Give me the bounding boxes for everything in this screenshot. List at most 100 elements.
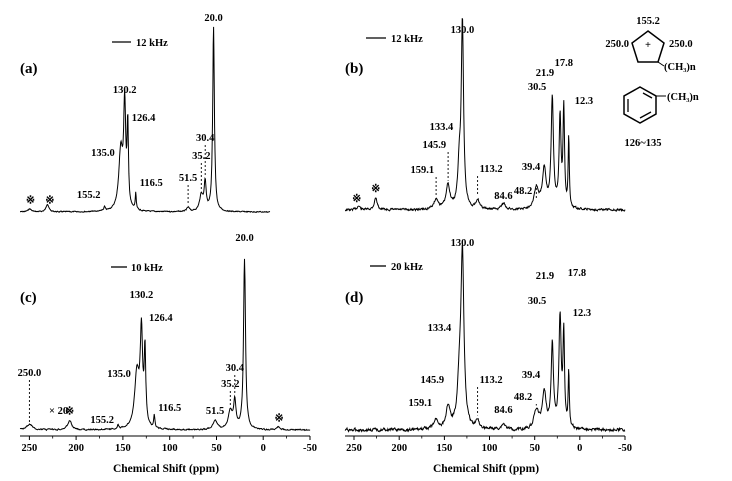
panel-label: (c) <box>20 290 37 306</box>
peak-label: 145.9 <box>420 375 444 386</box>
panel-d: (d) 20 kHz 159.1 145.9 133.4 130.0 113.2 84.6… <box>344 238 632 475</box>
aromatic-shift-range: 126~135 <box>625 138 662 149</box>
peak-label: 113.2 <box>480 164 503 175</box>
panel-label: (d) <box>345 290 363 306</box>
peak-label: 116.5 <box>140 178 163 189</box>
spinning-sideband-marker: ※ <box>274 413 283 425</box>
substituent-bond <box>657 61 665 67</box>
peak-label: 21.9 <box>536 271 554 282</box>
peak-label: 159.1 <box>410 165 434 176</box>
peak-label: 133.4 <box>428 323 452 334</box>
peak-label: 20.0 <box>204 13 222 24</box>
peak-annotations: 155.2 135.0 130.2 126.4 116.5 51.5 35.2 30.4 20.… <box>26 13 223 206</box>
panel-c: (c) 10 kHz × 20 250.0 155.2 135.0 130.2 126.… <box>18 233 317 475</box>
x-tick-label: 200 <box>68 443 84 454</box>
cyclopentenyl-cation-structure: 155.2 250.0 250.0 + (CH₃)n <box>605 16 696 73</box>
peak-annotations: 250.0 155.2 135.0 130.2 126.4 116.5 51.5 35.2 30… <box>18 233 284 426</box>
x-tick-label: 150 <box>115 443 131 454</box>
peak-label: 135.0 <box>107 369 131 380</box>
spectrum-trace <box>20 26 271 214</box>
methylbenzene-structure: (CH₃)n 126~135 <box>623 86 699 149</box>
peak-label: 48.2 <box>514 186 532 197</box>
peak-label: 130.2 <box>113 85 137 96</box>
peak-label: 145.9 <box>422 140 446 151</box>
cation-left-shift: 250.0 <box>605 39 629 50</box>
peak-label: 250.0 <box>18 368 42 379</box>
peak-label: 126.4 <box>149 313 173 324</box>
double-bond <box>642 92 653 99</box>
peak-label: 35.2 <box>221 379 239 390</box>
spinning-sideband-marker: ※ <box>45 194 54 206</box>
peak-label: 84.6 <box>494 405 512 416</box>
x-tick-label: -50 <box>618 443 632 454</box>
x-tick-label: 50 <box>529 443 540 454</box>
spinning-sideband-marker: ※ <box>65 406 74 418</box>
aromatic-substituent: (CH₃)n <box>667 92 699 103</box>
cation-top-shift: 155.2 <box>636 16 660 27</box>
peak-label: 21.9 <box>536 68 554 79</box>
peak-label: 155.2 <box>77 190 101 201</box>
magnification-label: × 20 <box>49 406 68 417</box>
spinning-sideband-marker: ※ <box>371 183 380 195</box>
x-axis: 250 200 150 100 50 0 -50 <box>20 435 317 454</box>
peak-label: 116.5 <box>158 403 181 414</box>
peak-label: 12.3 <box>573 308 591 319</box>
peak-label: 30.5 <box>528 296 546 307</box>
peak-label: 113.2 <box>480 375 503 386</box>
peak-label: 17.8 <box>555 58 573 69</box>
peak-label: 51.5 <box>206 406 224 417</box>
peak-label: 48.2 <box>514 392 532 403</box>
peak-label: 30.4 <box>226 363 245 374</box>
spectrum-trace <box>344 244 626 433</box>
peak-label: 130.0 <box>451 238 475 249</box>
double-bond <box>639 111 652 119</box>
cation-substituent: (CH₃)n <box>664 62 696 73</box>
x-axis: 250 200 150 100 50 0 -50 <box>345 435 632 454</box>
spectrum-trace <box>345 18 626 213</box>
spectrum-trace <box>19 258 311 432</box>
x-tick-label: 150 <box>437 443 453 454</box>
panel-label: (b) <box>345 61 363 77</box>
x-tick-label: 0 <box>577 443 582 454</box>
peak-label: 20.0 <box>235 233 253 244</box>
peak-annotations: 159.1 145.9 133.4 130.0 113.2 84.648.2 39.4 30.… <box>408 238 591 416</box>
x-tick-label: 100 <box>162 443 178 454</box>
panel-label: (a) <box>20 61 38 77</box>
x-tick-label: 250 <box>346 443 362 454</box>
spinning-sideband-marker: ※ <box>26 194 35 206</box>
peak-label: 159.1 <box>408 398 432 409</box>
peak-label: 155.2 <box>90 415 114 426</box>
peak-label: 130.0 <box>451 25 475 36</box>
spinning-rate-label: 12 kHz <box>391 34 423 45</box>
peak-label: 35.2 <box>192 151 210 162</box>
peak-label: 133.4 <box>430 122 454 133</box>
peak-label: 135.0 <box>91 148 115 159</box>
cation-right-shift: 250.0 <box>669 39 693 50</box>
panel-a: (a) 12 kHz 155.2 135.0 130.2 126.4 116.5 51.5… <box>20 13 271 214</box>
x-tick-label: 100 <box>482 443 498 454</box>
spinning-sideband-marker: ※ <box>352 193 361 205</box>
peak-label: 84.6 <box>494 191 512 202</box>
x-tick-label: -50 <box>303 443 317 454</box>
spinning-rate-label: 10 kHz <box>131 263 163 274</box>
x-axis-label: Chemical Shift (ppm) <box>433 463 539 475</box>
peak-label: 130.2 <box>130 290 154 301</box>
peak-label: 30.4 <box>196 133 215 144</box>
peak-label: 30.5 <box>528 82 546 93</box>
x-axis-label: Chemical Shift (ppm) <box>113 463 219 475</box>
x-tick-label: 0 <box>261 443 266 454</box>
panel-b: (b) 12 kHz 159.1 145.9 133.4 130.0 113.2 84.6… <box>345 18 626 213</box>
peak-label: 39.4 <box>522 370 541 381</box>
peak-label: 126.4 <box>132 113 156 124</box>
peak-label: 12.3 <box>575 96 593 107</box>
spinning-rate-label: 20 kHz <box>391 262 423 273</box>
x-tick-label: 50 <box>211 443 222 454</box>
spinning-rate-label: 12 kHz <box>136 38 168 49</box>
peak-label: 39.4 <box>522 162 541 173</box>
positive-charge: + <box>645 40 651 51</box>
x-tick-label: 250 <box>22 443 38 454</box>
x-tick-label: 200 <box>391 443 407 454</box>
peak-label: 17.8 <box>568 268 586 279</box>
